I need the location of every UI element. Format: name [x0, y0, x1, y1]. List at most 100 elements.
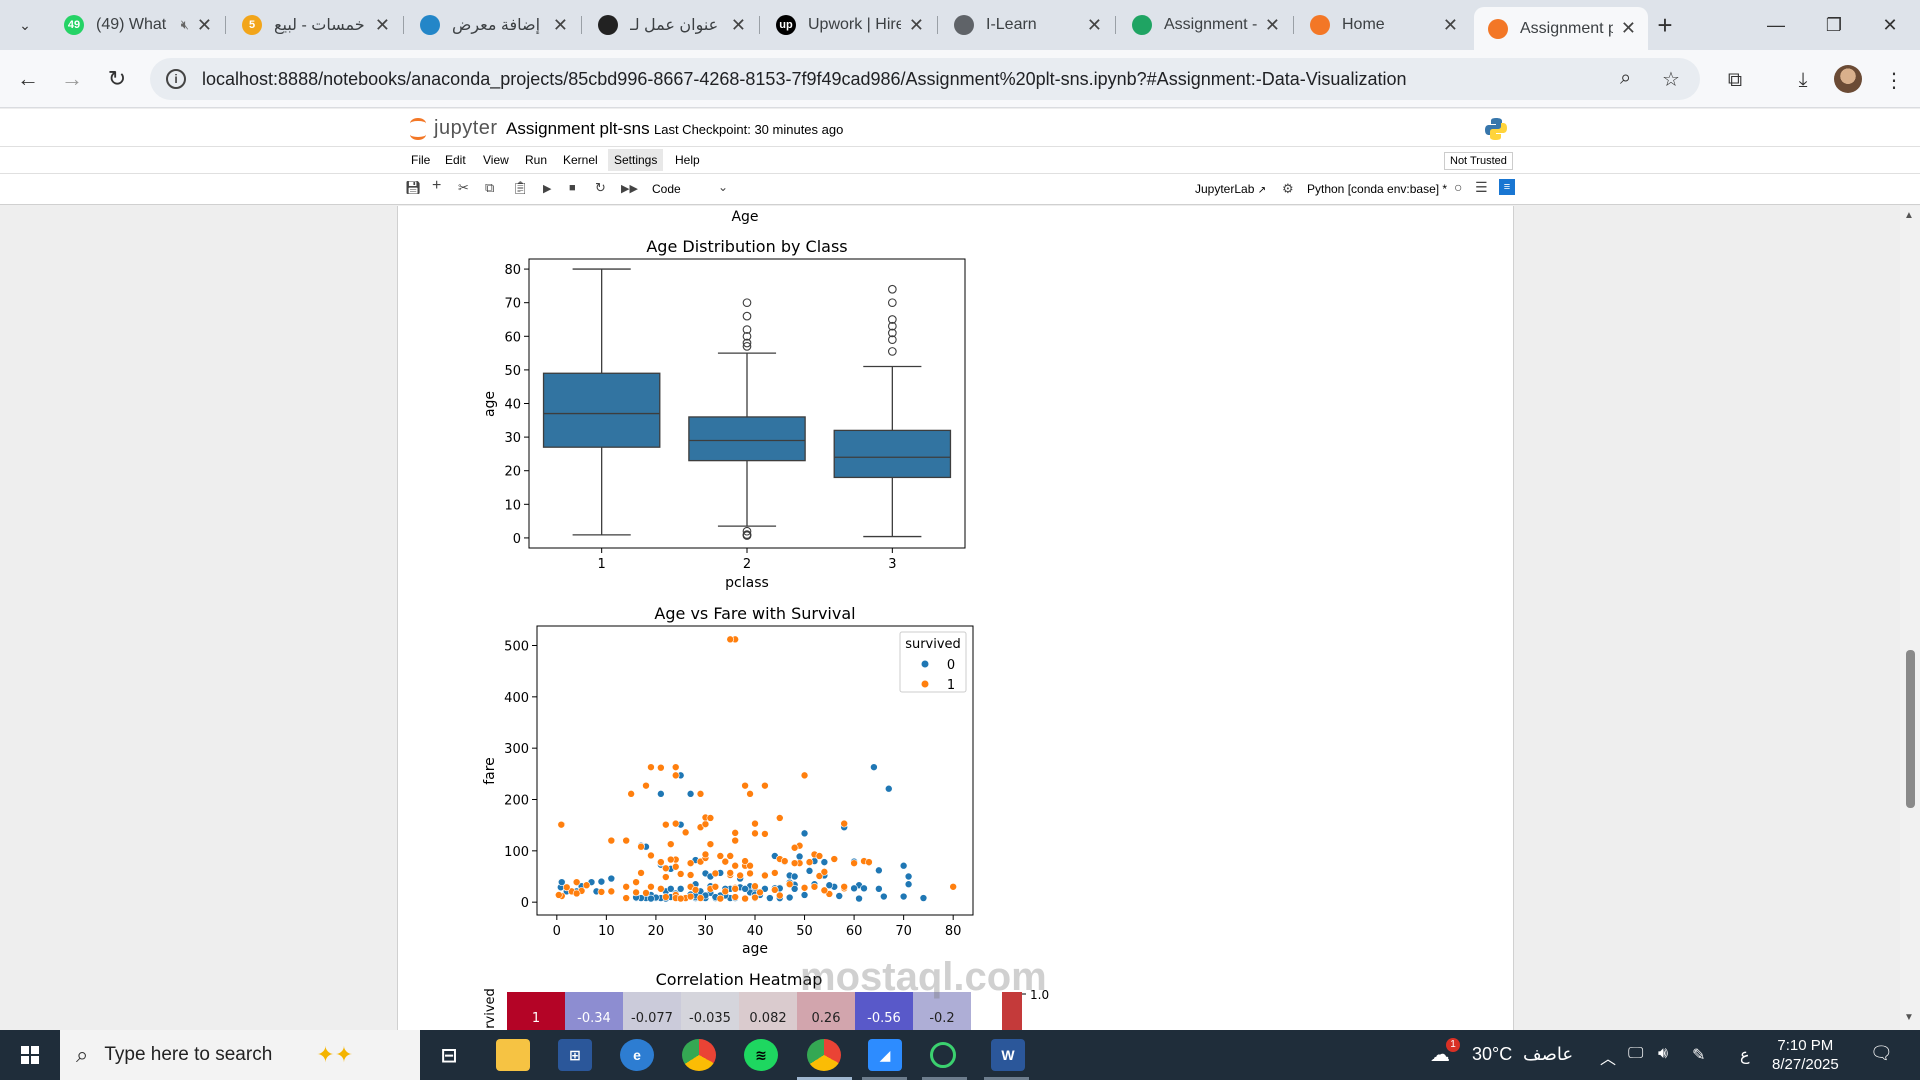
- jupyter-logo[interactable]: jupyter: [410, 117, 498, 140]
- chrome-profile-icon[interactable]: [807, 1039, 841, 1071]
- close-tab-icon[interactable]: ✕: [374, 14, 390, 35]
- forward-icon[interactable]: →: [61, 66, 83, 91]
- paste-icon[interactable]: 📋︎: [512, 180, 529, 195]
- close-tab-icon[interactable]: ✕: [908, 14, 924, 35]
- address-bar[interactable]: i localhost:8888/notebooks/anaconda_proj…: [150, 58, 1700, 100]
- cut-icon[interactable]: ✂: [458, 180, 469, 195]
- minimize-icon[interactable]: —: [1767, 14, 1785, 35]
- windows-start-icon[interactable]: [10, 1040, 50, 1070]
- close-window-icon[interactable]: ✕: [1882, 14, 1898, 35]
- browser-tab[interactable]: 5 خمسات - لبيع ✕: [228, 7, 402, 43]
- menu-file[interactable]: File: [411, 153, 431, 167]
- zoom-icon[interactable]: ⌕: [1620, 67, 1632, 89]
- input-language[interactable]: ع: [1740, 1047, 1750, 1064]
- profile-avatar[interactable]: [1834, 65, 1862, 93]
- menu-settings[interactable]: Settings: [608, 149, 664, 171]
- close-tab-icon[interactable]: ✕: [196, 14, 212, 35]
- extensions-icon[interactable]: ⧉: [1727, 68, 1743, 91]
- kernel-name[interactable]: Python [conda env:base] *: [1307, 182, 1448, 196]
- tab-search-dropdown-icon[interactable]: ⌄: [19, 16, 31, 33]
- run-icon[interactable]: ▶: [543, 183, 552, 195]
- table-of-contents-icon[interactable]: ≡: [1499, 179, 1515, 195]
- jupyter-notebook-icon: [1488, 18, 1508, 39]
- scrollbar-thumb[interactable]: [1906, 650, 1915, 808]
- kernel-settings-icon[interactable]: ⚙: [1282, 181, 1294, 196]
- restore-icon[interactable]: ❐: [1825, 14, 1843, 35]
- pen-icon[interactable]: ✎: [1692, 1047, 1706, 1064]
- notifications-icon[interactable]: 🗨︎: [1870, 1043, 1893, 1063]
- menu-view[interactable]: View: [483, 153, 509, 167]
- muted-icon[interactable]: 🔇︎: [180, 17, 189, 32]
- restart-run-all-icon[interactable]: ▶▶: [621, 183, 638, 195]
- scatter-y-ticks: 0 100 200 300 400 500: [504, 640, 537, 911]
- scatter-point-survived-1: [632, 878, 640, 886]
- restart-icon[interactable]: ↻: [595, 180, 606, 195]
- taskbar-search[interactable]: ⌕ Type here to search ✦✦: [60, 1030, 420, 1080]
- browser-tab[interactable]: Assignment - ✕: [1118, 7, 1292, 43]
- jupyterlab-link[interactable]: JupyterLab ↗: [1195, 182, 1266, 196]
- menu-help[interactable]: Help: [675, 153, 700, 167]
- reload-icon[interactable]: ↻: [107, 66, 127, 91]
- save-icon[interactable]: 💾︎: [405, 180, 422, 195]
- remote-desktop-icon[interactable]: ◢: [868, 1039, 902, 1071]
- tray-chevron-icon[interactable]: ︿: [1600, 1051, 1617, 1068]
- browser-tab[interactable]: 49 (49) What 🔇︎ ✕: [50, 7, 224, 43]
- new-tab-button[interactable]: +: [1657, 9, 1673, 40]
- scatter-point-survived-1: [666, 855, 675, 864]
- trust-status[interactable]: Not Trusted: [1444, 152, 1513, 170]
- url-text[interactable]: localhost:8888/notebooks/anaconda_projec…: [202, 68, 1407, 89]
- bookmark-star-icon[interactable]: ☆: [1662, 69, 1680, 91]
- notebook-name[interactable]: Assignment plt-sns: [506, 119, 650, 138]
- browser-menu-icon[interactable]: ⋮: [1884, 69, 1904, 92]
- download-icon[interactable]: ⤓: [1798, 68, 1808, 91]
- command-palette-icon[interactable]: ☰: [1475, 179, 1488, 195]
- spotify-icon[interactable]: ≋: [744, 1039, 778, 1071]
- scroll-down-icon[interactable]: ▼: [1904, 1012, 1914, 1023]
- close-tab-icon[interactable]: ✕: [1442, 14, 1458, 35]
- legend-label-1: 1: [947, 678, 955, 693]
- page-scrollbar[interactable]: [1900, 206, 1920, 1030]
- close-tab-icon[interactable]: ✕: [1620, 18, 1636, 38]
- scroll-up-icon[interactable]: ▲: [1904, 210, 1914, 221]
- word-icon[interactable]: W: [991, 1039, 1025, 1071]
- stop-icon[interactable]: ■: [569, 182, 576, 194]
- insert-cell-icon[interactable]: +: [432, 177, 442, 194]
- chevron-down-icon[interactable]: ⌄: [718, 180, 729, 194]
- browser-tab[interactable]: عنوان عمل لـ ✕: [584, 7, 758, 43]
- volume-icon[interactable]: 🔊︎: [1658, 1045, 1669, 1062]
- cell-type-select[interactable]: Code: [652, 182, 681, 196]
- file-explorer-icon[interactable]: [496, 1039, 530, 1071]
- copy-icon[interactable]: ⧉: [485, 180, 495, 195]
- edge-icon[interactable]: e: [620, 1039, 654, 1071]
- back-icon[interactable]: ←: [17, 66, 39, 91]
- menu-run[interactable]: Run: [525, 153, 548, 167]
- close-tab-icon[interactable]: ✕: [1086, 14, 1102, 35]
- close-tab-icon[interactable]: ✕: [1264, 14, 1280, 35]
- sync-app-icon[interactable]: [930, 1042, 956, 1068]
- colorbar-max-label: 1.0: [1030, 988, 1049, 1002]
- weather-icon[interactable]: ☁︎: [1430, 1044, 1450, 1066]
- outlier-point: [742, 526, 752, 536]
- task-view-icon[interactable]: ⊟: [440, 1044, 458, 1067]
- scatter-marks: [555, 635, 957, 903]
- heatmap-cell-label: -0.56: [867, 1011, 901, 1026]
- network-icon[interactable]: 🖵︎: [1628, 1045, 1644, 1062]
- weather-temp[interactable]: 30°C: [1472, 1044, 1513, 1064]
- scatter-point-survived-0: [790, 885, 799, 893]
- clock[interactable]: 7:10 PM 8/27/2025: [1772, 1036, 1839, 1074]
- close-tab-icon[interactable]: ✕: [730, 14, 746, 35]
- scatter-point-survived-0: [557, 878, 566, 886]
- browser-tab[interactable]: I-Learn ✕: [940, 7, 1114, 43]
- browser-tab[interactable]: إضافة معرض ✕: [406, 7, 580, 43]
- browser-tab[interactable]: Home ✕: [1296, 7, 1470, 43]
- site-info-icon[interactable]: i: [166, 69, 186, 89]
- browser-tab[interactable]: Assignment p ✕: [1474, 7, 1648, 50]
- weather-label[interactable]: عاصف: [1523, 1044, 1574, 1064]
- close-tab-icon[interactable]: ✕: [552, 14, 568, 35]
- microsoft-store-icon[interactable]: ⊞: [558, 1039, 592, 1071]
- menu-edit[interactable]: Edit: [445, 153, 466, 167]
- menu-kernel[interactable]: Kernel: [563, 153, 598, 167]
- chrome-icon[interactable]: [682, 1039, 716, 1071]
- browser-tab[interactable]: up Upwork | Hire ✕: [762, 7, 936, 43]
- box-plot-y-ticks: 0 10 20 30 40 50 60 70 80: [504, 263, 529, 547]
